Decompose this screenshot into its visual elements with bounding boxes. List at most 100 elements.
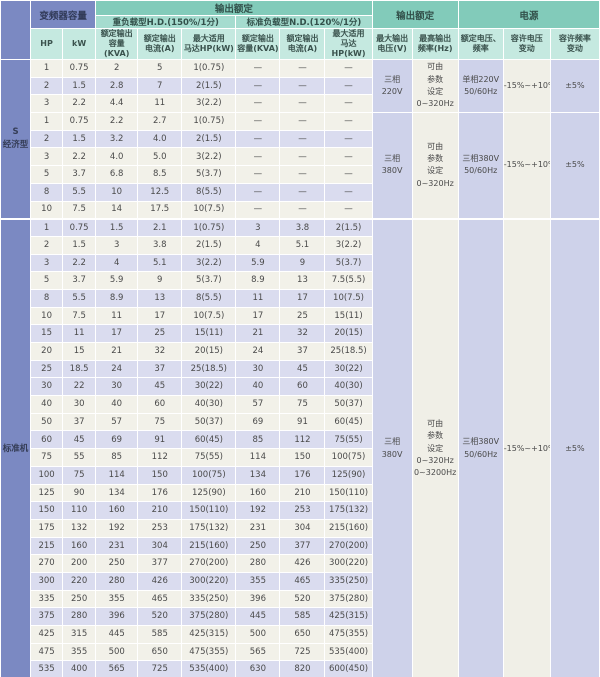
table-cell: — xyxy=(324,129,373,149)
table-cell: 820 xyxy=(279,660,326,677)
table-cell: 5(3.7) xyxy=(181,165,237,184)
table-cell: 8 xyxy=(30,182,64,202)
section-label: 标准机 xyxy=(0,217,32,677)
table-cell: 150 xyxy=(279,448,326,467)
table-cell: 335(250) xyxy=(181,589,237,609)
table-cell: 37 xyxy=(62,412,97,432)
power-group-header: 电源 xyxy=(457,0,600,29)
table-cell: 7.5 xyxy=(62,200,97,220)
table-cell: 475(355) xyxy=(181,642,237,662)
table-cell: 10 xyxy=(30,306,64,326)
table-cell: 3 xyxy=(30,147,64,167)
table-cell: 5.9 xyxy=(95,271,139,290)
table-row: 1 0.75 2.2 2.7 1(0.75) — — — 三相 380V 可由 参数 设定 0~3… xyxy=(1,112,600,220)
hd-kva-column-header: 额定输出 容量(KVA) xyxy=(95,28,139,60)
merged-freq-tol-cell: ±5% xyxy=(549,112,600,220)
table-cell: 5.1 xyxy=(279,235,326,255)
table-row: 8 5.5 8.9 13 8(5.5) 11 17 10(7.5) xyxy=(1,288,600,308)
table-cell: 15 xyxy=(30,324,64,343)
table-cell: 375(280) xyxy=(181,607,237,626)
table-row: 15 11 17 25 15(11) 21 32 20(15) xyxy=(1,324,600,343)
table-cell: 50 xyxy=(30,412,64,432)
table-cell: 112 xyxy=(137,448,183,467)
table-cell: 17 xyxy=(137,306,183,326)
table-cell: 425 xyxy=(30,625,64,644)
table-cell: 40 xyxy=(30,395,64,414)
table-cell: 5 xyxy=(30,165,64,184)
table-cell: 5.9 xyxy=(235,253,281,273)
table-cell: 11 xyxy=(137,94,183,114)
table-cell: 25(18.5) xyxy=(324,342,373,361)
table-cell: 425(315) xyxy=(324,607,373,626)
table-cell: 215(160) xyxy=(181,536,237,556)
nd-kva-column-header: 额定输出 容量(KVA) xyxy=(235,28,281,60)
table-row: 215 160 231 304 215(160) 250 377 270(200) xyxy=(1,536,600,556)
table-row: 5 3.7 5.9 9 5(3.7) 8.9 13 7.5(5.5) xyxy=(1,271,600,290)
merged-freq-tol-cell: ±5% xyxy=(549,58,600,114)
table-cell: 25 xyxy=(279,306,326,326)
table-cell: 25 xyxy=(30,359,64,379)
table-cell: 5.5 xyxy=(62,288,97,308)
table-row: 270 200 250 377 270(200) 280 426 300(220) xyxy=(1,554,600,573)
table-cell: — xyxy=(235,200,281,220)
table-cell: 22 xyxy=(62,377,97,397)
merged-voltage-cell: 三相 380V xyxy=(371,112,413,220)
table-cell: 176 xyxy=(137,483,183,503)
table-row: 60 45 69 91 60(45) 85 112 75(55) xyxy=(1,430,600,450)
table-cell: 4.4 xyxy=(95,94,139,114)
table-cell: — xyxy=(279,147,326,167)
hd-group-header: 重负载型H.D.(150%/1分) xyxy=(95,15,237,29)
table-cell: 1(0.75) xyxy=(181,112,237,131)
table-cell: — xyxy=(235,59,281,78)
merged-voltage-cell: 三相 380V xyxy=(371,217,413,677)
table-cell: 4 xyxy=(95,253,139,273)
table-cell: 1(0.75) xyxy=(181,59,237,78)
table-cell: 8.9 xyxy=(95,288,139,308)
table-cell: 69 xyxy=(235,412,281,432)
table-cell: 10 xyxy=(95,182,139,202)
table-cell: 134 xyxy=(95,483,139,503)
table-cell: 8(5.5) xyxy=(181,288,237,308)
table-cell: 300 xyxy=(30,571,64,591)
table-cell: 630 xyxy=(235,660,281,677)
table-cell: 3 xyxy=(30,253,64,273)
table-cell: 585 xyxy=(137,625,183,644)
table-cell: 75 xyxy=(30,448,64,467)
table-cell: 375 xyxy=(30,607,64,626)
table-row: 10 7.5 11 17 10(7.5) 17 25 15(11) xyxy=(1,306,600,326)
table-cell: 3.2 xyxy=(95,129,139,149)
merged-freq-cell: 可由 参数 设定 0~320Hz 0~3200Hz xyxy=(411,217,459,677)
table-cell: 114 xyxy=(95,465,139,485)
table-cell: 17 xyxy=(235,306,281,326)
table-cell: 465 xyxy=(137,589,183,609)
table-cell: — xyxy=(324,200,373,220)
table-cell: 4.0 xyxy=(137,129,183,149)
table-cell: 304 xyxy=(137,536,183,556)
table-cell: 37 xyxy=(279,342,326,361)
table-cell: 125(90) xyxy=(324,465,373,485)
table-cell: 270(200) xyxy=(181,554,237,573)
table-cell: 355 xyxy=(235,571,281,591)
table-row: 50 37 57 75 50(37) 69 91 60(45) xyxy=(1,412,600,432)
table-cell: 18.5 xyxy=(62,359,97,379)
table-cell: 100(75) xyxy=(324,448,373,467)
table-cell: 8 xyxy=(30,288,64,308)
table-cell: 2 xyxy=(30,235,64,255)
table-cell: 132 xyxy=(62,518,97,538)
table-cell: 110 xyxy=(62,501,97,520)
table-cell: 520 xyxy=(279,589,326,609)
table-cell: 192 xyxy=(95,518,139,538)
section-label: S 经济型 xyxy=(0,58,32,220)
table-cell: 445 xyxy=(235,607,281,626)
table-cell: 160 xyxy=(95,501,139,520)
table-row: 40 30 40 60 40(30) 57 75 50(37) xyxy=(1,395,600,414)
table-cell: 10(7.5) xyxy=(181,306,237,326)
table-row: 300 220 280 426 300(220) 355 465 335(250) xyxy=(1,571,600,591)
table-cell: 50(37) xyxy=(324,395,373,414)
table-cell: 25 xyxy=(137,324,183,343)
table-cell: 3.8 xyxy=(137,235,183,255)
table-cell: 475(355) xyxy=(324,625,373,644)
table-cell: 5(3.7) xyxy=(324,253,373,273)
table-cell: 37 xyxy=(137,359,183,379)
